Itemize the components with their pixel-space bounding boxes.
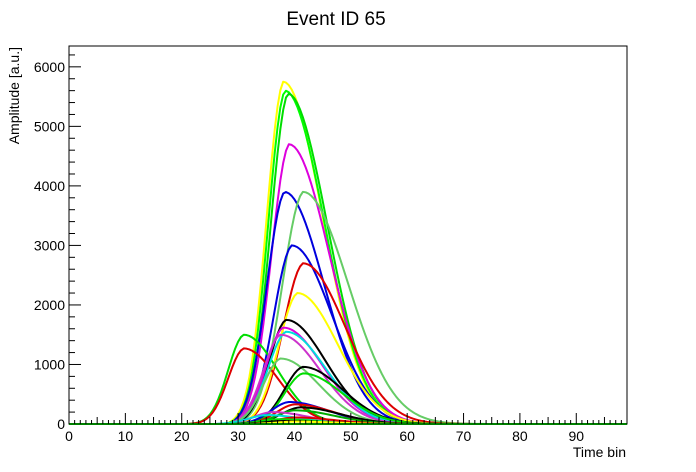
x-tick-label: 80	[512, 428, 528, 444]
x-axis-label: Time bin	[573, 444, 626, 460]
y-tick-label: 2000	[34, 297, 65, 313]
x-tick-label: 60	[399, 428, 415, 444]
y-tick-label: 5000	[34, 118, 65, 134]
y-tick-label: 0	[57, 416, 65, 432]
x-tick-label: 40	[287, 428, 303, 444]
y-tick-label: 6000	[34, 59, 65, 75]
y-tick-label: 4000	[34, 178, 65, 194]
x-tick-label: 0	[65, 428, 73, 444]
y-axis: 0 1000 2000 3000 4000 5000 6000	[34, 54, 81, 432]
x-tick-label: 10	[118, 428, 134, 444]
y-tick-label: 1000	[34, 356, 65, 372]
y-tick-label: 3000	[34, 237, 65, 253]
x-tick-label: 30	[230, 428, 246, 444]
x-tick-label: 20	[174, 428, 190, 444]
x-axis: 0 10 20 30 40 50 60 70 80 90	[65, 413, 628, 444]
chart-title: Event ID 65	[286, 9, 385, 30]
x-tick-label: 70	[456, 428, 472, 444]
x-tick-label: 90	[568, 428, 584, 444]
y-axis-label: Amplitude [a.u.]	[6, 47, 22, 144]
x-tick-label: 50	[343, 428, 359, 444]
plot-frame	[68, 45, 628, 425]
